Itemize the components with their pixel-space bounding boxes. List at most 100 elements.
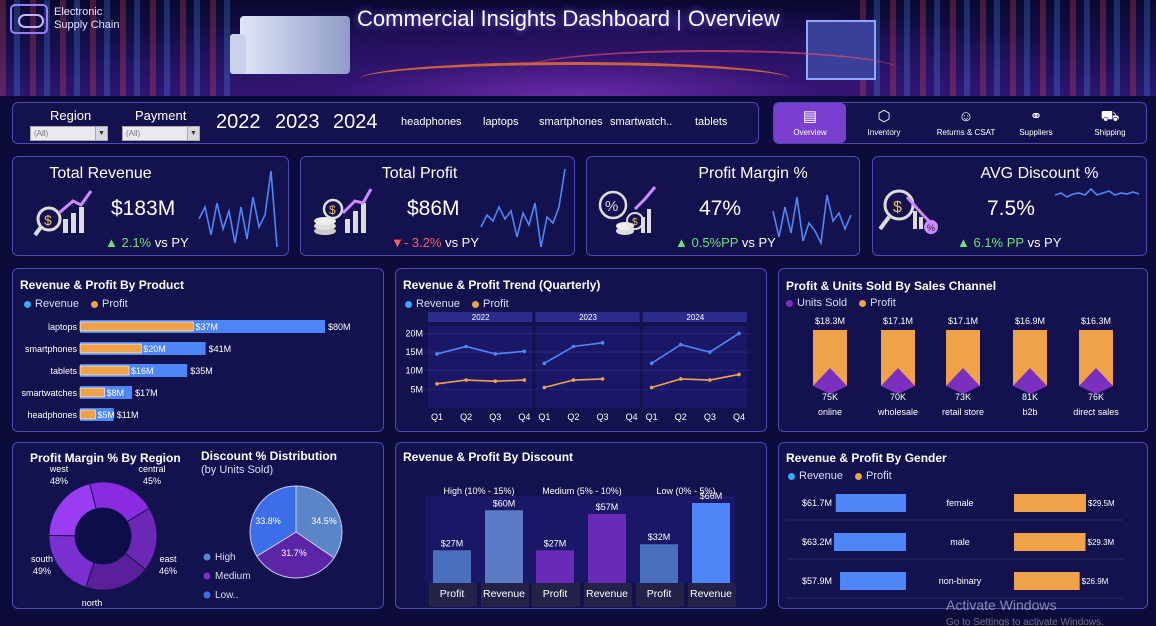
nav-suppliers[interactable]: ⚭ Suppliers <box>1006 103 1066 143</box>
profit-value-label: $29.3M <box>1088 538 1115 547</box>
slice-value-label: 34.5% <box>311 516 337 526</box>
revenue-point <box>600 340 605 345</box>
revenue-point <box>435 352 439 356</box>
revenue-point <box>678 342 683 347</box>
product-filter-tablets[interactable]: tablets <box>695 116 728 128</box>
box-icon: ⬡ <box>877 108 891 125</box>
product-bar-chart: laptops $37M $80M smartphones $20M $41M tablet… <box>21 320 351 421</box>
x-tick-label: Q2 <box>675 412 687 422</box>
product-filter-smartwatches[interactable]: smartwatch.. <box>610 116 673 128</box>
legend-label: Revenue <box>35 298 80 310</box>
kpi-delta-suffix: vs PY <box>738 235 776 250</box>
kpi-value: 47% <box>699 197 742 220</box>
legend-dot <box>91 300 99 308</box>
legend-dot <box>203 572 211 580</box>
legend: Revenue Profit <box>24 298 128 310</box>
x-tick-label: Q1 <box>646 412 658 422</box>
discount-slice <box>256 531 335 579</box>
svg-text:%: % <box>927 223 935 233</box>
panel-title: Profit & Units Sold By Sales Channel <box>786 279 997 293</box>
units-value-label: 76K <box>1088 392 1104 402</box>
x-tick-label: Q4 <box>733 412 745 422</box>
year-filter-2024[interactable]: 2024 <box>333 111 378 133</box>
revenue-value-label: $41M <box>209 344 232 354</box>
year-label: 2022 <box>472 313 490 322</box>
region-label: central <box>138 464 165 474</box>
legend-dot <box>472 300 480 308</box>
revenue-value-label: $57.9M <box>802 576 832 586</box>
panel-title: Profit Margin % By Region <box>30 451 181 465</box>
product-filter-smartphones[interactable]: smartphones <box>539 116 603 128</box>
kpi-value: $183M <box>111 197 176 220</box>
x-tick-label: Revenue <box>483 588 525 600</box>
discount-slice <box>249 485 297 557</box>
profit-point <box>678 377 683 381</box>
revenue-point <box>522 349 527 354</box>
truck-illustration <box>230 16 350 74</box>
year-header <box>428 312 533 322</box>
profit-bar <box>433 550 471 583</box>
revenue-point <box>737 331 741 336</box>
revenue-line <box>436 345 525 355</box>
donut-hole <box>75 508 131 564</box>
legend-dot <box>405 300 412 308</box>
product-filter-headphones[interactable]: headphones <box>401 116 462 128</box>
svg-text:$: $ <box>44 212 52 228</box>
region-select[interactable]: (All) ▼ <box>30 126 108 141</box>
nav-inventory[interactable]: ⬡ Inventory <box>850 103 918 143</box>
plot-bg <box>425 496 735 583</box>
legend-dot <box>859 299 867 307</box>
sparkline <box>198 170 278 248</box>
payment-select[interactable]: (All) ▼ <box>122 126 200 141</box>
profit-bar <box>79 365 130 376</box>
year-filter-2022[interactable]: 2022 <box>216 111 261 133</box>
title-text: Commercial Insights Dashboard <box>357 6 671 31</box>
year-filter-2023[interactable]: 2023 <box>275 111 320 133</box>
category-label: smartwatches <box>21 388 77 398</box>
revenue-point <box>464 344 468 349</box>
chain-icon <box>10 4 48 34</box>
gender-label: female <box>946 498 973 508</box>
profit-value-label: $37M <box>195 322 218 332</box>
profit-point <box>571 378 576 382</box>
revenue-value-label: $63.2M <box>802 537 832 547</box>
profit-line <box>651 373 740 389</box>
x-tick-label: Q4 <box>518 412 530 422</box>
x-tick-label: Q2 <box>460 412 472 422</box>
revenue-search-icon: $ <box>33 190 93 237</box>
revenue-bar <box>835 494 906 512</box>
nav-returns-csat[interactable]: ☺ Returns & CSAT <box>928 103 1004 143</box>
brand-logo: Electronic Supply Chain <box>10 4 119 34</box>
x-tick-label: Q3 <box>597 412 609 422</box>
region-value-label: 46% <box>159 566 177 576</box>
product-filter-laptops[interactable]: laptops <box>483 116 519 128</box>
nav-overview[interactable]: ▤ Overview <box>774 103 846 143</box>
units-value-label: 70K <box>890 392 906 402</box>
nav-shipping[interactable]: ⛟ Shipping <box>1080 103 1140 143</box>
revenue-bar <box>485 510 523 583</box>
slice-value-label: 33.8% <box>255 516 281 526</box>
kpi-value: $86M <box>407 197 460 220</box>
x-tick-label: Q3 <box>489 412 501 422</box>
kpi-delta-suffix: vs PY <box>441 235 480 250</box>
kpi-title: Total Profit <box>381 165 458 182</box>
region-value-label: 49% <box>33 566 51 576</box>
panel-title: Revenue & Profit Trend (Quarterly) <box>403 278 601 292</box>
svg-text:$: $ <box>893 199 902 216</box>
nav-label: Inventory <box>867 128 901 137</box>
bar-value-label: $32M <box>648 532 671 542</box>
nav-label: Overview <box>793 128 827 137</box>
revenue-line <box>651 332 740 364</box>
units-marker <box>1013 368 1047 394</box>
revenue-value-label: $35M <box>190 366 213 376</box>
svg-text:%: % <box>605 198 618 215</box>
units-value-label: 75K <box>822 392 838 402</box>
bar-value-label: $60M <box>493 498 516 508</box>
profit-coins-icon: $ <box>314 188 373 235</box>
profit-bar <box>79 387 105 398</box>
discount-slice <box>295 485 343 559</box>
channel-label: wholesale <box>877 407 918 417</box>
kpi-delta-suffix: vs PY <box>151 235 189 250</box>
kpi-delta: ▲ 0.5%PP vs PY <box>675 235 776 250</box>
